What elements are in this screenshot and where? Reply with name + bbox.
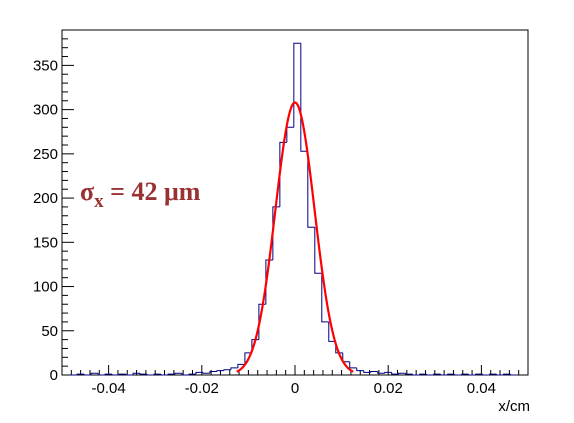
histogram-bin [237,363,245,368]
histogram-bin [314,227,322,274]
histogram-bin [321,273,329,323]
histogram-bin [300,43,308,152]
histogram-bin [370,370,378,373]
histogram-bin [307,151,315,228]
y-tick-label: 50 [41,323,58,340]
y-tick-label: 250 [33,146,58,163]
histogram-bin [405,373,413,375]
histogram-bin [83,374,92,376]
histogram-bin [181,373,189,376]
sigma-subscript: x [94,191,104,212]
histogram-bin [139,373,148,375]
histogram-bin [496,374,504,376]
sigma-annotation: σx = 42 μm [80,177,201,212]
histogram-bin [328,321,336,342]
y-tick-label: 150 [33,234,58,251]
histogram-bin [167,373,176,375]
y-tick-label: 0 [50,367,58,384]
histogram-bin [391,372,399,375]
histogram-bin [195,371,203,375]
histogram-bin [111,374,120,376]
histogram-bin [363,370,371,373]
histogram-bin [356,367,364,372]
histogram-series [70,42,518,376]
x-axis: -0.04 -0.02 0 0.02 0.04 [61,365,529,397]
histogram-bin [223,369,231,371]
histogram-bin [398,372,406,375]
x-tick-label: -0.04 [91,380,125,397]
y-tick-label: 350 [33,57,58,74]
histogram-bin [342,352,350,363]
x-tick-label: -0.02 [185,380,219,397]
histogram-bin [272,206,280,260]
histogram-bin [286,126,294,143]
fit-series [236,101,354,373]
histogram-bin [174,372,182,375]
histogram-bin [349,361,357,369]
histogram-bin [440,374,448,376]
histogram-bin [104,373,113,375]
x-tick-label: 0.02 [374,380,403,397]
histogram-bin [510,374,518,376]
histogram-bin [433,373,441,375]
histogram-bin [216,370,224,372]
y-axis: 0 50 100 150 200 250 300 350 [33,29,74,384]
x-axis-label: x/cm [498,398,530,415]
histogram-bin [97,373,106,376]
histogram-bin [503,373,511,375]
histogram-bin [426,374,434,376]
y-tick-label: 300 [33,102,58,119]
histogram-bin [461,373,469,375]
histogram-bin [377,371,385,374]
x-tick-label: 0.04 [467,380,496,397]
histogram-bin [209,370,217,374]
x-tick-label: 0 [291,380,299,397]
histogram-bin [188,373,196,375]
histogram-bin [230,367,238,370]
histogram-bin [202,372,210,374]
histogram-bin [132,372,141,375]
histogram-bin [118,373,127,375]
histogram-bin [475,373,483,375]
y-tick-label: 200 [33,190,58,207]
histogram-bin [454,374,462,376]
histogram-bin [160,374,169,376]
histogram-bin [489,373,497,375]
histogram-bin [125,374,134,376]
histogram-bin [412,374,420,376]
fit-curve [236,101,354,373]
histogram-bin [90,372,99,375]
histogram-bin [468,374,476,376]
sigma-value: = 42 μm [104,177,201,206]
histogram-bin [384,371,392,374]
histogram-bin [244,352,252,365]
histogram-bin [447,373,455,375]
histogram-bin [146,374,155,376]
y-tick-label: 100 [33,279,58,296]
histogram-bin [76,373,85,375]
histogram-bin [293,42,301,128]
histogram-bin [153,373,162,375]
histogram-bin [419,373,427,375]
histogram-bin [482,374,490,376]
sigma-symbol: σ [80,177,94,206]
